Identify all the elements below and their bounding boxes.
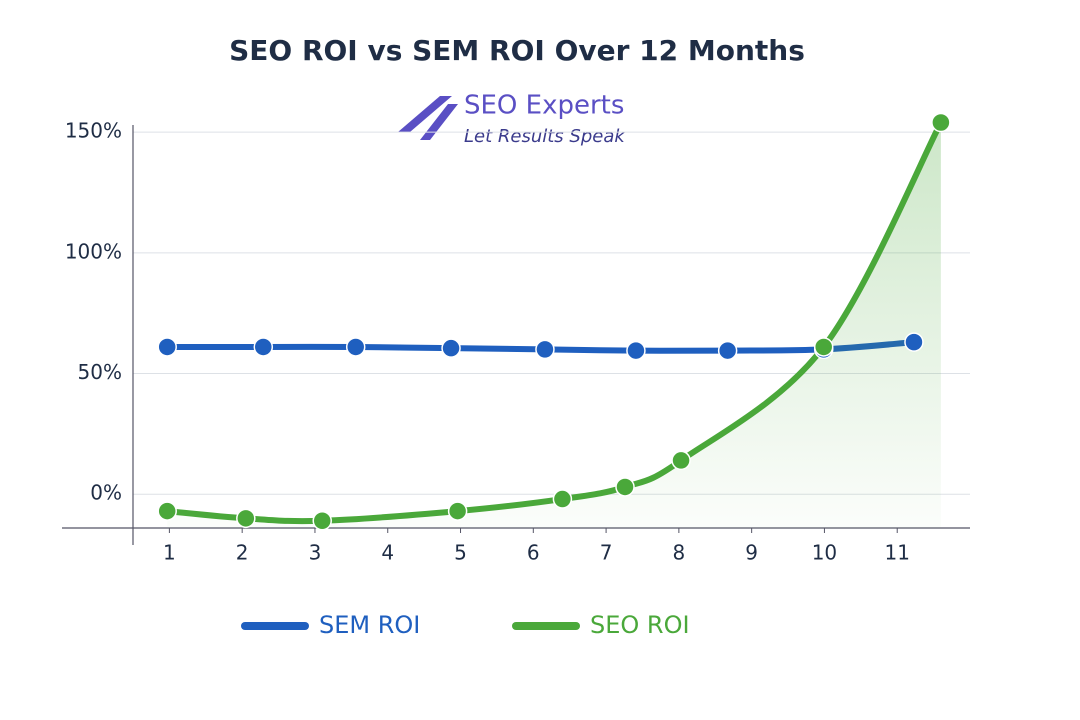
point xyxy=(312,511,332,531)
point xyxy=(813,337,834,357)
point xyxy=(157,337,177,357)
point xyxy=(931,112,951,133)
point xyxy=(904,332,924,352)
logo-name: SEO Experts xyxy=(464,91,624,121)
point xyxy=(615,477,635,497)
point xyxy=(157,501,177,521)
x-tick-label: 11 xyxy=(884,541,909,565)
plot-area: 0% 50% 100% 150% 1 2 3 4 5 6 7 8 9 10 11 SEM ROI SEO ROI xyxy=(62,112,970,639)
point xyxy=(626,340,646,361)
x-tick-label: 4 xyxy=(381,541,394,565)
y-tick-label: 100% xyxy=(65,239,122,263)
x-tick-label: 3 xyxy=(309,541,322,565)
x-tick-label: 8 xyxy=(673,541,686,565)
logo-tagline: Let Results Speak xyxy=(464,126,626,147)
chart-title: SEO ROI vs SEM ROI Over 12 Months xyxy=(229,34,805,67)
point xyxy=(236,508,256,529)
point xyxy=(447,501,468,521)
x-tick-label: 9 xyxy=(745,541,758,565)
point xyxy=(535,339,555,360)
legend-label: SEM ROI xyxy=(319,611,420,639)
x-tick-label: 6 xyxy=(527,541,540,565)
y-tick-label: 50% xyxy=(78,360,122,384)
y-tick-label: 150% xyxy=(65,119,122,143)
legend-label: SEO ROI xyxy=(590,611,690,639)
x-tick-label: 2 xyxy=(236,541,249,565)
x-tick-label: 10 xyxy=(812,541,837,565)
point xyxy=(253,337,274,357)
x-tick-label: 1 xyxy=(163,541,176,565)
area xyxy=(167,122,941,528)
point xyxy=(671,450,691,471)
y-tick-label: 0% xyxy=(90,481,122,505)
point xyxy=(345,337,366,357)
x-tick-label: 7 xyxy=(600,541,613,565)
point xyxy=(717,340,738,361)
point xyxy=(552,489,573,509)
x-tick-label: 5 xyxy=(454,541,467,565)
logo: SEO Experts Let Results Speak xyxy=(398,91,626,147)
point xyxy=(441,338,461,358)
logo-icon xyxy=(398,96,458,140)
